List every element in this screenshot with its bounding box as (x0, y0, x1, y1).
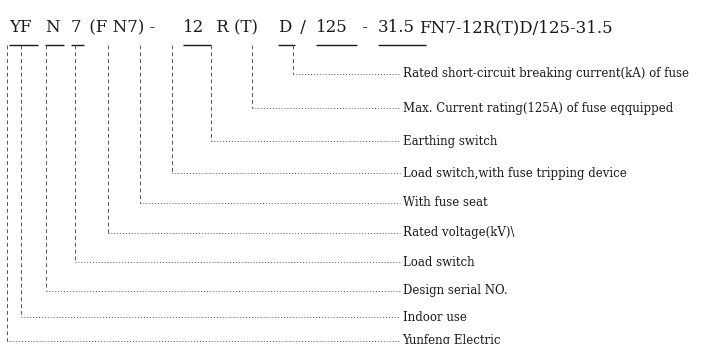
Text: Max. Current rating(125A) of fuse eqquipped: Max. Current rating(125A) of fuse eqquip… (403, 102, 673, 115)
Text: (F N7) -: (F N7) - (85, 19, 161, 36)
Text: Earthing switch: Earthing switch (403, 135, 497, 148)
Text: YF: YF (9, 19, 32, 36)
Text: Yunfeng Electric: Yunfeng Electric (403, 334, 501, 344)
Text: /: / (295, 19, 312, 36)
Text: D: D (278, 19, 291, 36)
Text: Rated short-circuit breaking current(kA) of fuse: Rated short-circuit breaking current(kA)… (403, 67, 689, 80)
Text: Indoor use: Indoor use (403, 311, 467, 324)
Text: With fuse seat: With fuse seat (403, 196, 487, 209)
Text: Design serial NO.: Design serial NO. (403, 284, 507, 297)
Text: 7: 7 (70, 19, 81, 36)
Text: N: N (45, 19, 60, 36)
Text: Rated voltage(kV)\: Rated voltage(kV)\ (403, 226, 514, 239)
Text: R (T): R (T) (211, 19, 263, 36)
Text: -: - (357, 19, 373, 36)
Text: FN7-12R(T)D/125-31.5: FN7-12R(T)D/125-31.5 (419, 19, 613, 36)
Text: Load switch: Load switch (403, 256, 474, 269)
Text: 12: 12 (183, 19, 204, 36)
Text: Load switch,with fuse tripping device: Load switch,with fuse tripping device (403, 166, 626, 180)
Text: 31.5: 31.5 (378, 19, 415, 36)
Text: 125: 125 (316, 19, 348, 36)
